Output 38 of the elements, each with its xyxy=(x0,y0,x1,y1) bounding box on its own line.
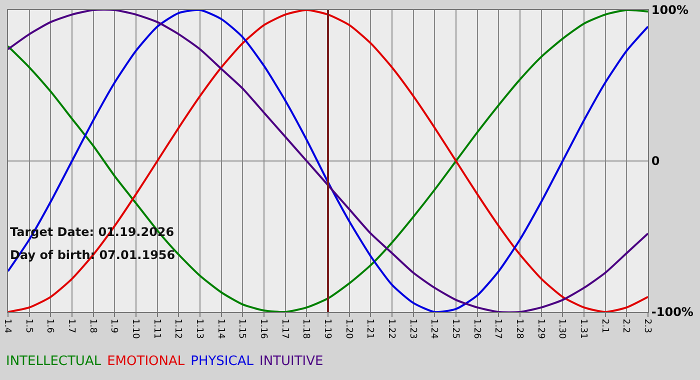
y-tick-label: -100% xyxy=(651,305,694,320)
x-tick-label: 1.27 xyxy=(492,318,503,339)
x-tick-label: 1.11 xyxy=(151,318,162,339)
x-tick-label: 2.1 xyxy=(599,318,610,334)
x-tick-label: 1.19 xyxy=(322,318,332,340)
x-tick-label: 1.17 xyxy=(279,318,290,339)
x-tick-label: 1.22 xyxy=(386,318,396,339)
x-tick-label: 1.15 xyxy=(236,318,247,339)
x-tick-label: 1.5 xyxy=(23,318,34,334)
x-tick-label: 1.30 xyxy=(556,318,567,340)
x-tick-label: 1.31 xyxy=(578,318,588,339)
x-tick-label: 1.25 xyxy=(450,318,460,339)
x-tick-label: 2.3 xyxy=(642,318,652,334)
x-tick-label: 1.20 xyxy=(343,318,354,340)
x-tick-label: 1.18 xyxy=(300,318,311,340)
x-tick-label: 1.24 xyxy=(428,318,439,340)
text: EMOTIONAL xyxy=(107,354,185,369)
x-tick-label: 1.8 xyxy=(87,318,98,334)
x-tick-label: 1.26 xyxy=(471,318,482,340)
x-tick-label: 1.6 xyxy=(44,318,55,334)
x-tick-label: 1.12 xyxy=(172,318,183,339)
x-tick-label: 1.7 xyxy=(66,318,76,334)
x-tick-label: 1.10 xyxy=(130,318,140,340)
x-tick-label: 1.16 xyxy=(258,318,268,340)
x-tick-label: 2.2 xyxy=(620,318,631,334)
y-tick-label: 0 xyxy=(651,154,660,168)
text: INTUITIVE xyxy=(259,354,324,369)
x-tick-label: 1.28 xyxy=(514,318,524,340)
x-tick-label: 1.23 xyxy=(407,318,418,339)
x-tick-label: 1.14 xyxy=(215,318,226,340)
x-tick-label: 1.13 xyxy=(194,318,204,339)
x-tick-label: 1.29 xyxy=(535,318,546,340)
x-tick-label: 1.4 xyxy=(2,318,12,334)
y-tick-label: 100% xyxy=(651,3,688,18)
x-tick-label: 1.21 xyxy=(364,318,375,339)
text: INTELLECTUAL xyxy=(6,354,102,369)
text: PHYSICAL xyxy=(190,354,254,369)
x-tick-label: 1.9 xyxy=(108,318,119,334)
